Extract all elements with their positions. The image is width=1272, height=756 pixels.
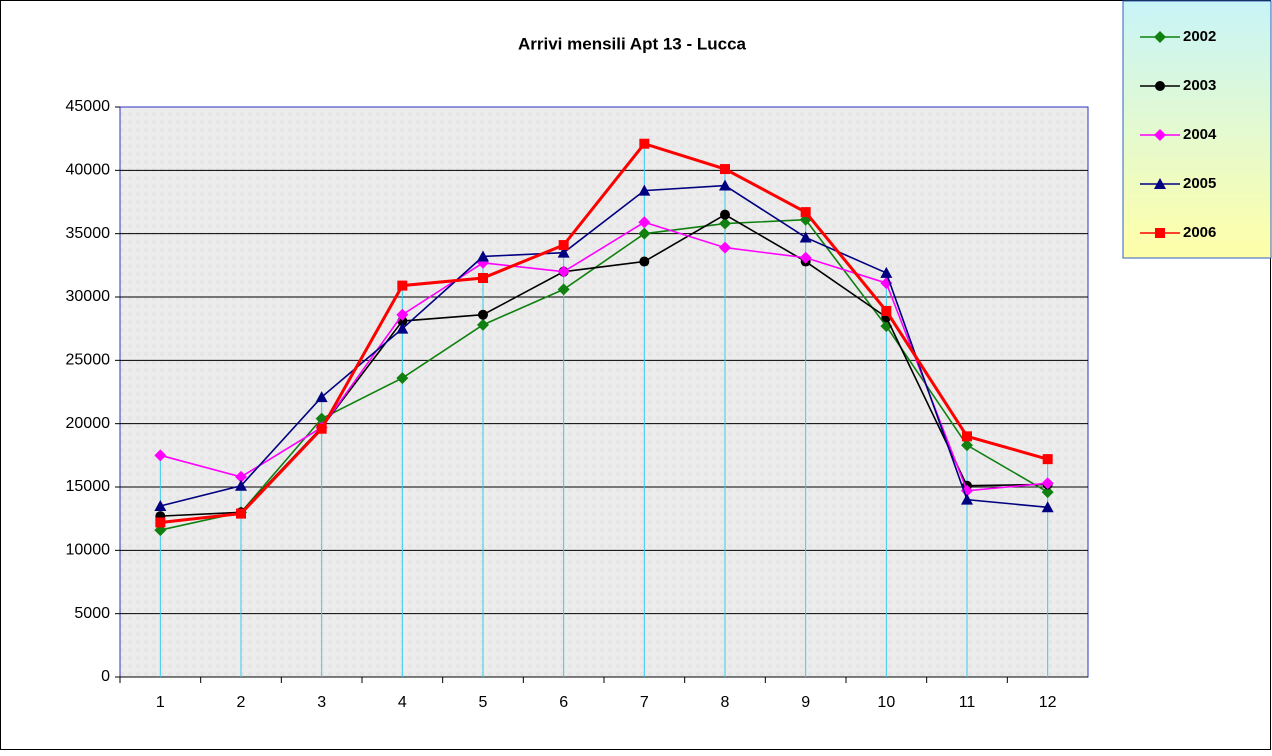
y-tick-label: 40000: [66, 162, 111, 179]
marker: [719, 179, 731, 191]
legend-label: 2006: [1183, 224, 1216, 241]
x-tick-label: 5: [479, 694, 488, 711]
marker: [961, 484, 973, 497]
marker: [235, 479, 247, 491]
marker: [557, 265, 570, 278]
marker: [961, 439, 973, 452]
marker: [719, 241, 731, 254]
plot-area: [119, 106, 1089, 678]
marker: [638, 184, 651, 196]
marker: [799, 251, 812, 264]
marker: [558, 240, 569, 251]
legend-label: 2004: [1183, 126, 1217, 143]
y-tick-label: 45000: [66, 98, 111, 115]
marker: [396, 308, 409, 321]
marker: [639, 256, 650, 267]
marker: [961, 493, 973, 505]
marker: [478, 273, 488, 283]
series-line: [160, 141, 1049, 524]
x-tick-label: 3: [317, 694, 326, 711]
y-tick-label: 0: [101, 668, 110, 685]
marker: [396, 372, 409, 385]
marker: [1041, 477, 1054, 490]
legend-label: 2005: [1183, 175, 1216, 192]
chart-title: Arrivi mensili Apt 13 - Lucca: [518, 34, 747, 53]
y-tick-label: 15000: [66, 478, 111, 495]
x-tick-label: 12: [1039, 694, 1057, 711]
x-tick-label: 7: [640, 694, 649, 711]
y-tick-label: 30000: [66, 288, 111, 305]
series-line: [160, 221, 1048, 492]
marker: [1042, 454, 1053, 465]
y-tick-label: 25000: [66, 352, 111, 369]
marker: [396, 322, 409, 334]
marker: [1155, 228, 1165, 238]
marker: [962, 431, 972, 442]
marker: [155, 517, 166, 528]
marker: [478, 309, 488, 320]
marker: [720, 209, 730, 220]
marker: [557, 283, 570, 296]
marker: [639, 138, 650, 149]
marker: [477, 250, 489, 262]
marker: [1041, 501, 1054, 513]
marker: [315, 391, 328, 403]
y-tick-label: 20000: [66, 415, 111, 432]
marker: [397, 280, 408, 291]
x-tick-label: 10: [877, 694, 895, 711]
y-tick-label: 10000: [66, 542, 111, 559]
marker: [154, 449, 167, 462]
marker: [235, 470, 247, 483]
marker: [800, 207, 811, 218]
marker: [799, 231, 812, 243]
x-tick-label: 11: [959, 694, 976, 711]
marker: [1154, 31, 1166, 43]
x-tick-label: 8: [721, 694, 730, 711]
marker: [1154, 178, 1166, 189]
x-tick-label: 9: [801, 694, 810, 711]
marker: [154, 500, 167, 511]
marker: [236, 508, 246, 519]
marker: [881, 305, 892, 316]
y-tick-label: 35000: [66, 225, 111, 242]
marker: [720, 164, 730, 175]
marker: [1041, 486, 1054, 499]
series-line: [160, 184, 1048, 509]
x-tick-label: 4: [398, 694, 407, 711]
marker: [1154, 129, 1166, 141]
x-tick-label: 2: [237, 694, 246, 711]
legend-label: 2003: [1183, 77, 1216, 94]
marker: [880, 266, 893, 278]
marker: [477, 318, 489, 331]
x-tick-label: 1: [156, 694, 165, 711]
marker: [638, 227, 651, 240]
marker: [316, 423, 327, 434]
marker: [638, 216, 651, 229]
y-tick-label: 5000: [74, 605, 110, 622]
marker: [719, 217, 731, 230]
x-tick-label: 6: [559, 694, 568, 711]
marker: [1155, 81, 1165, 91]
marker: [557, 246, 570, 258]
legend-label: 2002: [1183, 28, 1216, 45]
legend-box: [1122, 0, 1272, 259]
